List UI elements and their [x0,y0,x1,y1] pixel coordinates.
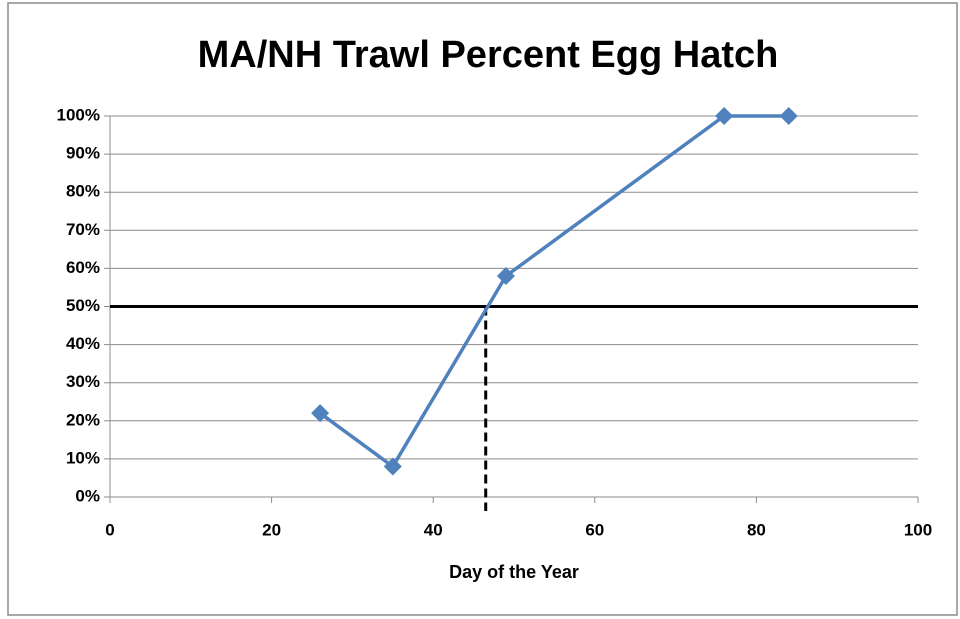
x-tick-label: 20 [262,520,281,539]
x-axis-label: Day of the Year [449,562,579,582]
y-tick-label: 50% [66,296,100,315]
y-tick-label: 0% [75,486,100,505]
data-point [715,107,734,125]
data-point [779,107,798,125]
x-tick-label: 40 [424,520,443,539]
y-tick-label: 60% [66,258,100,277]
y-tick-label: 40% [66,334,100,353]
y-tick-label: 20% [66,410,100,429]
x-tick-label: 80 [747,520,766,539]
y-tick-label: 30% [66,372,100,391]
y-tick-label: 10% [66,448,100,467]
x-tick-label: 0 [105,520,114,539]
y-tick-label: 100% [57,105,100,124]
x-tick-label: 60 [585,520,604,539]
data-point [311,404,330,423]
y-tick-label: 70% [66,220,100,239]
x-tick-label: 100 [904,520,932,539]
y-tick-label: 90% [66,144,100,163]
data-point [496,267,515,286]
data-point [383,457,402,476]
y-tick-label: 80% [66,182,100,201]
chart-title: MA/NH Trawl Percent Egg Hatch [198,34,779,76]
chart-frame [7,2,958,616]
